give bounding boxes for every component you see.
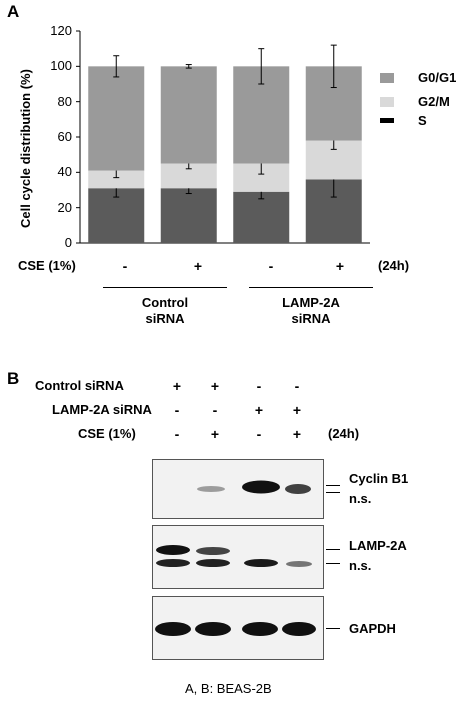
lamp-2a-tick: [326, 549, 340, 550]
y-tick-label: 80: [57, 93, 72, 109]
ns2-tick: [326, 563, 340, 564]
cse-sign-3: -: [268, 258, 274, 274]
band-label-gapdh: GAPDH: [349, 621, 396, 636]
band-label-cyclin-b1: Cyclin B1: [349, 471, 409, 486]
row3-sign-1: -: [174, 426, 180, 442]
row2-sign-3: +: [254, 402, 264, 418]
group-label-lamp-line1: LAMP-2A: [282, 295, 340, 310]
row2-sign-2: -: [212, 402, 218, 418]
row3-sign-4: +: [292, 426, 302, 442]
row2-sign-4: +: [292, 402, 302, 418]
ns1-tick: [326, 492, 340, 493]
y-tick-label: 120: [50, 23, 72, 38]
bar-segment-g2m: [88, 170, 145, 189]
blot-cyclin-b1: [152, 459, 324, 519]
group-label-control: Control siRNA: [103, 295, 227, 327]
cse-sign-2: +: [193, 258, 203, 274]
row1-sign-1: +: [172, 378, 182, 394]
group-label-control-line1: Control: [141, 295, 189, 310]
band-label-ns-2: n.s.: [349, 558, 372, 573]
band-label-lamp-2a: LAMP-2A: [349, 538, 407, 553]
legend-swatch-g2m: [380, 97, 394, 107]
cse-sign-4: +: [335, 258, 345, 274]
group-label-lamp: LAMP-2A siRNA: [249, 295, 373, 327]
cse-label: CSE (1%): [18, 258, 76, 273]
y-tick-label: 0: [64, 235, 72, 250]
y-tick-label: 60: [57, 129, 72, 144]
group-label-control-line2: siRNA: [145, 311, 185, 326]
gapdh-tick: [326, 628, 340, 629]
bar-segment-s: [160, 188, 217, 243]
y-tick-label: 100: [50, 58, 72, 74]
row1-sign-2: +: [210, 378, 220, 394]
blot-lamp-2a: [152, 525, 324, 589]
blot-gapdh-bands: [155, 622, 316, 636]
footer-caption: A, B: BEAS-2B: [185, 681, 272, 696]
bar-segment-g0g1: [88, 66, 145, 171]
bar-segment-s: [233, 191, 290, 243]
band-label-ns-1: n.s.: [349, 491, 372, 506]
y-tick-label: 40: [57, 164, 72, 180]
row3-sign-2: +: [210, 426, 220, 442]
cyclin-b1-tick: [326, 485, 340, 486]
legend-swatch-s: [380, 118, 394, 123]
legend-label-g2m: G2/M: [418, 94, 450, 109]
group-line-control: [103, 287, 227, 288]
cse-sign-1: -: [122, 258, 128, 274]
panel-b-letter: B: [7, 369, 20, 388]
legend-label-s: S: [418, 113, 427, 128]
stacked-bar-chart: [76, 30, 370, 244]
row1-sign-3: -: [256, 378, 262, 394]
group-line-lamp: [249, 287, 373, 288]
row-label-control-sirna: Control siRNA: [35, 378, 124, 393]
bar-segment-g0g1: [160, 66, 217, 164]
panel-a-letter: A: [7, 2, 20, 21]
row1-sign-4: -: [294, 378, 300, 394]
legend-label-g0g1: G0/G1: [418, 70, 457, 85]
legend-swatch-g0g1: [380, 73, 394, 83]
row-label-cse: CSE (1%): [78, 426, 136, 441]
row-label-lamp-sirna: LAMP-2A siRNA: [52, 402, 152, 417]
row2-sign-1: -: [174, 402, 180, 418]
y-tick-label: 20: [57, 199, 72, 215]
time-label-a: (24h): [378, 258, 410, 273]
row3-sign-3: -: [256, 426, 262, 442]
time-label-b: (24h): [328, 426, 360, 441]
blot-gapdh: [152, 596, 324, 660]
blot-lamp-2a-bands: [156, 545, 312, 567]
blot-cyclin-b1-bands: [197, 480, 311, 494]
group-label-lamp-line2: siRNA: [291, 311, 331, 326]
